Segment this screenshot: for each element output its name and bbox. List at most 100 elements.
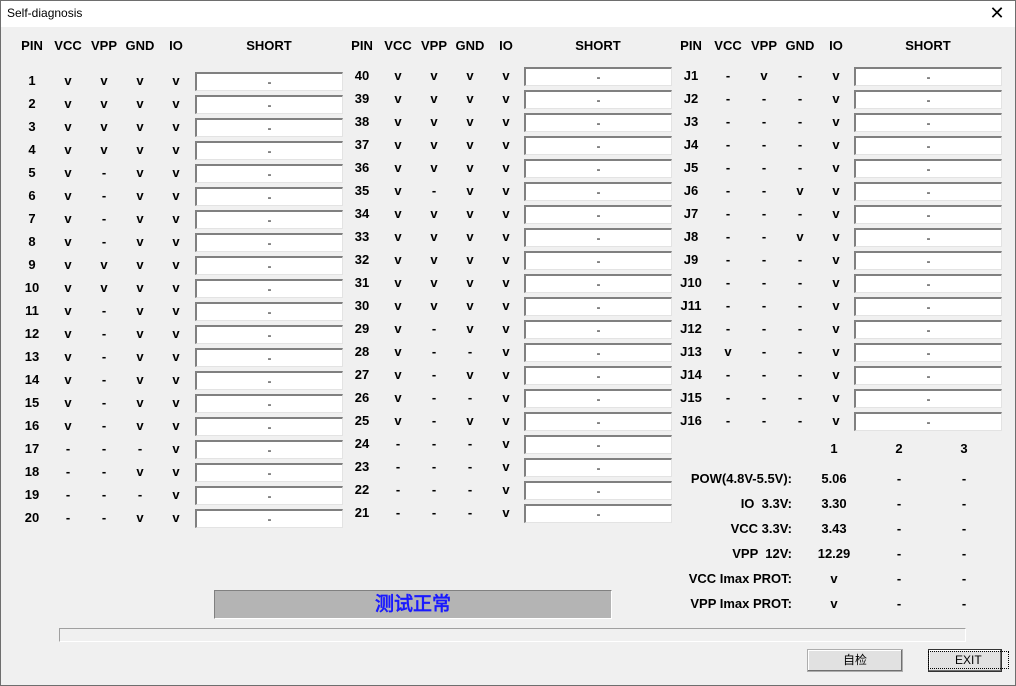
short-field[interactable]: - [854, 205, 1002, 224]
pin-vcc-cell: - [725, 91, 731, 106]
pin-gnd-cell: - [797, 114, 803, 129]
pin-vpp-cell: - [761, 229, 767, 244]
short-field[interactable]: - [524, 458, 672, 477]
power-value: - [896, 546, 902, 561]
short-field[interactable]: - [524, 412, 672, 431]
short-field[interactable]: - [195, 486, 343, 505]
pin-vcc-cell: v [394, 275, 402, 290]
self-check-button[interactable]: 自检 [807, 649, 903, 672]
short-field[interactable]: - [524, 343, 672, 362]
short-field[interactable]: - [854, 159, 1002, 178]
short-field[interactable]: - [524, 435, 672, 454]
pin-gnd-cell: v [466, 137, 474, 152]
pin-gnd-cell: v [136, 395, 144, 410]
short-field[interactable]: - [195, 187, 343, 206]
short-field[interactable]: - [854, 228, 1002, 247]
short-field[interactable]: - [195, 118, 343, 137]
pin-pin-cell: 15 [24, 395, 40, 410]
pin-pin-cell: J14 [680, 367, 702, 382]
short-field[interactable]: - [854, 412, 1002, 431]
short-field[interactable]: - [524, 136, 672, 155]
short-field[interactable]: - [854, 366, 1002, 385]
short-field[interactable]: - [195, 417, 343, 436]
pin-pin-cell: 13 [24, 349, 40, 364]
short-field[interactable]: - [195, 302, 343, 321]
short-field[interactable]: - [195, 440, 343, 459]
short-field[interactable]: - [524, 251, 672, 270]
short-field[interactable]: - [854, 113, 1002, 132]
short-field[interactable]: - [524, 481, 672, 500]
short-field[interactable]: - [195, 279, 343, 298]
short-field[interactable]: - [524, 205, 672, 224]
short-field[interactable]: - [854, 389, 1002, 408]
power-label: POW(4.8V-5.5V): [690, 471, 792, 486]
short-field[interactable]: - [854, 274, 1002, 293]
pin-io-cell: v [502, 68, 510, 83]
short-field[interactable]: - [854, 182, 1002, 201]
short-field[interactable]: - [195, 509, 343, 528]
pin-pin-cell: 22 [354, 482, 370, 497]
header-vpp: VPP [750, 38, 778, 53]
short-field[interactable]: - [524, 159, 672, 178]
short-field[interactable]: - [524, 228, 672, 247]
short-field[interactable]: - [195, 233, 343, 252]
pin-vpp-cell: - [761, 298, 767, 313]
short-field[interactable]: - [854, 90, 1002, 109]
short-field[interactable]: - [854, 320, 1002, 339]
short-field[interactable]: - [195, 348, 343, 367]
short-field[interactable]: - [854, 67, 1002, 86]
short-field[interactable]: - [195, 72, 343, 91]
pin-io-cell: v [832, 275, 840, 290]
short-field[interactable]: - [524, 182, 672, 201]
exit-button[interactable]: EXIT [928, 649, 1009, 672]
short-field[interactable]: - [524, 113, 672, 132]
pin-gnd-cell: v [136, 119, 144, 134]
pin-io-cell: v [172, 234, 180, 249]
pin-pin-cell: J7 [683, 206, 699, 221]
pin-gnd-cell: v [136, 257, 144, 272]
pin-gnd-cell: v [136, 372, 144, 387]
pin-io-cell: v [832, 390, 840, 405]
short-field[interactable]: - [854, 251, 1002, 270]
short-field[interactable]: - [195, 95, 343, 114]
short-field[interactable]: - [524, 90, 672, 109]
short-field[interactable]: - [524, 274, 672, 293]
pin-vpp-cell: - [761, 344, 767, 359]
short-field[interactable]: - [854, 136, 1002, 155]
short-field[interactable]: - [524, 297, 672, 316]
short-field[interactable]: - [524, 389, 672, 408]
pin-io-cell: v [832, 183, 840, 198]
short-field[interactable]: - [195, 394, 343, 413]
short-field[interactable]: - [524, 67, 672, 86]
pin-vcc-cell: - [395, 505, 401, 520]
pin-gnd-cell: v [136, 96, 144, 111]
short-field[interactable]: - [854, 297, 1002, 316]
short-field[interactable]: - [854, 343, 1002, 362]
power-value: 3.43 [821, 521, 847, 536]
short-field[interactable]: - [195, 141, 343, 160]
pin-gnd-cell: v [136, 510, 144, 525]
short-field[interactable]: - [524, 320, 672, 339]
short-field[interactable]: - [524, 366, 672, 385]
short-field[interactable]: - [195, 164, 343, 183]
pin-vpp-cell: v [100, 280, 108, 295]
pin-vcc-cell: - [725, 367, 731, 382]
pin-gnd-cell: - [797, 298, 803, 313]
short-field[interactable]: - [524, 504, 672, 523]
close-icon[interactable]: ✕ [989, 3, 1005, 23]
pin-vcc-cell: v [394, 183, 402, 198]
pin-pin-cell: 38 [354, 114, 370, 129]
short-field[interactable]: - [195, 371, 343, 390]
pin-vpp-cell: - [431, 344, 437, 359]
pin-gnd-cell: v [466, 160, 474, 175]
pin-io-cell: v [502, 252, 510, 267]
short-field[interactable]: - [195, 256, 343, 275]
pin-io-cell: v [172, 96, 180, 111]
pin-pin-cell: 26 [354, 390, 370, 405]
pin-gnd-cell: v [136, 211, 144, 226]
pin-io-cell: v [172, 142, 180, 157]
short-field[interactable]: - [195, 325, 343, 344]
short-field[interactable]: - [195, 210, 343, 229]
short-field[interactable]: - [195, 463, 343, 482]
pin-pin-cell: J8 [683, 229, 699, 244]
